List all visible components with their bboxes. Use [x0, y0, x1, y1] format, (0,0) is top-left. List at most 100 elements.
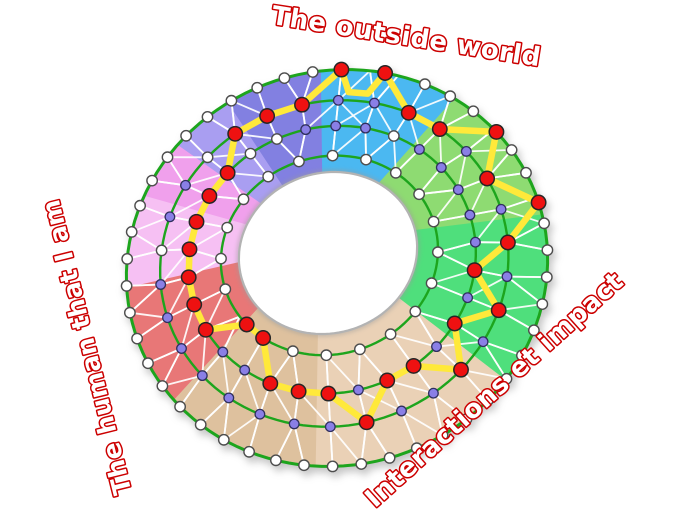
red-profile-node: [358, 414, 375, 431]
red-profile-node: [219, 164, 236, 181]
mesh-line: [147, 347, 183, 365]
mesh-line: [418, 188, 460, 196]
red-profile-node: [379, 372, 396, 389]
mesh-line: [221, 351, 230, 399]
node-inner-ring: [237, 193, 250, 206]
mesh-line: [465, 149, 513, 153]
mesh-line: [482, 340, 523, 357]
red-profile-node: [290, 383, 307, 400]
node-middle-outer-ring: [162, 312, 173, 324]
node-inner-ring: [320, 349, 333, 362]
node-middle-outer-ring: [176, 343, 187, 354]
node-outer-ring: [131, 332, 144, 345]
mesh-line: [222, 396, 230, 441]
node-middle-outer-ring: [495, 203, 507, 215]
node-inner-ring: [262, 170, 275, 183]
donut: [120, 61, 554, 473]
node-middle-inner-ring: [464, 209, 476, 221]
node-middle-inner-ring: [330, 120, 342, 132]
node-middle-outer-ring: [477, 336, 489, 348]
mesh-line: [243, 369, 261, 416]
mesh-line: [199, 396, 230, 426]
mesh-line: [357, 348, 361, 391]
mesh-line: [432, 214, 471, 223]
mesh-line: [506, 275, 544, 306]
node-outer-ring: [410, 442, 423, 455]
nodes-layer: [120, 61, 554, 473]
node-outer-ring: [201, 111, 214, 123]
mesh-line: [432, 392, 468, 421]
mesh-line: [506, 275, 548, 279]
mesh-line: [337, 69, 371, 102]
node-outer-ring: [269, 454, 282, 467]
node-middle-outer-ring: [223, 392, 235, 404]
node-inner-ring: [353, 343, 366, 356]
node-inner-ring: [427, 215, 440, 228]
node-outer-ring: [444, 90, 457, 103]
node-outer-ring: [536, 298, 549, 310]
hole: [237, 170, 419, 336]
node-middle-outer-ring: [155, 244, 168, 257]
node-middle-inner-ring: [413, 143, 425, 155]
mesh-line: [274, 422, 296, 462]
mesh-line: [373, 74, 400, 104]
mesh-line: [126, 249, 163, 260]
red-profile-node: [262, 375, 279, 392]
node-inner-ring: [326, 149, 339, 162]
node-middle-inner-ring: [469, 236, 481, 248]
node-middle-inner-ring: [435, 162, 447, 173]
red-profile-node: [453, 361, 469, 378]
mesh-line: [329, 425, 363, 465]
label-human-that-i-am: The human that I am: [36, 196, 137, 497]
red-profile-node: [405, 357, 422, 374]
red-profile-node: [479, 170, 496, 187]
node-middle-outer-ring: [201, 151, 214, 164]
node-outer-ring: [194, 418, 207, 431]
node-middle-inner-ring: [352, 384, 364, 396]
node-middle-inner-ring: [431, 341, 442, 353]
mesh-line: [430, 282, 469, 299]
node-middle-outer-ring: [288, 418, 300, 430]
node-outer-ring: [540, 271, 553, 283]
mesh-line: [432, 392, 444, 437]
mesh-line: [414, 310, 438, 348]
node-middle-outer-ring: [501, 271, 513, 283]
red-profile-node: [181, 241, 198, 258]
node-outer-ring: [243, 445, 256, 458]
node-outer-ring: [161, 151, 174, 164]
node-inner-ring: [425, 277, 438, 290]
red-profile-node: [431, 121, 448, 138]
node-outer-ring: [481, 394, 494, 407]
node-middle-inner-ring: [217, 346, 229, 358]
mesh-line: [325, 354, 360, 391]
node-inner-ring: [413, 188, 425, 201]
node-outer-ring: [146, 174, 159, 187]
red-profile-node: [255, 330, 272, 346]
mesh-line: [304, 99, 340, 131]
node-middle-inner-ring: [462, 292, 474, 304]
node-inner-ring: [409, 305, 422, 318]
red-profile-node: [180, 269, 197, 286]
red-profile-node: [238, 316, 255, 333]
mesh-line: [373, 102, 395, 137]
node-inner-ring: [292, 155, 305, 168]
center-hole: [236, 169, 420, 337]
red-profile-node: [227, 125, 244, 142]
node-outer-ring: [120, 279, 133, 292]
label-outside-world: The outside world: [270, 1, 543, 73]
node-outer-ring: [538, 217, 550, 230]
node-inner-ring: [384, 328, 397, 341]
mesh-line: [400, 410, 418, 450]
node-middle-inner-ring: [452, 184, 464, 196]
red-profile-node: [197, 321, 214, 338]
node-outer-ring: [516, 349, 528, 362]
sector-red: [126, 261, 259, 400]
mesh-line: [334, 102, 376, 127]
node-middle-inner-ring: [244, 147, 257, 160]
node-outer-ring: [306, 66, 319, 78]
node-outer-ring: [142, 357, 154, 370]
node-outer-ring: [156, 380, 169, 392]
node-outer-ring: [123, 306, 136, 319]
node-inner-ring: [219, 283, 232, 296]
node-middle-outer-ring: [368, 97, 380, 109]
